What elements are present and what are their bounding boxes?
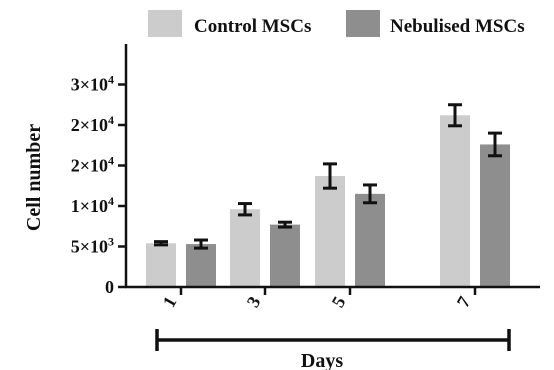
legend-swatch-2 <box>346 10 380 37</box>
y-axis-label: Cell number <box>23 124 45 231</box>
y-tick-label-1: 5×103 <box>71 235 114 257</box>
y-tick-label-2: 1×104 <box>71 194 114 216</box>
x-tick-label-5: 5 <box>328 293 350 311</box>
bar-nebulised-day-7 <box>480 144 510 287</box>
x-axis-label: Days <box>301 350 343 370</box>
bar-nebulised-day-1 <box>186 244 216 287</box>
bar-nebulised-day-5 <box>355 193 385 287</box>
x-tick-label-3: 3 <box>243 293 265 311</box>
bar-control-day-7 <box>440 115 470 287</box>
y-tick-label-3: 2×104 <box>71 154 114 176</box>
legend-label-2: Nebulised MSCs <box>390 16 525 37</box>
bar-control-day-3 <box>230 209 260 287</box>
bar-control-day-5 <box>315 176 345 287</box>
legend-label-1: Control MSCs <box>194 16 311 37</box>
y-tick-label-0: 0 <box>105 277 114 297</box>
x-tick-label-1: 1 <box>159 293 181 311</box>
y-tick-label-4: 2×104 <box>71 113 114 135</box>
y-tick-label-5: 3×104 <box>71 73 114 95</box>
x-tick-label-7: 7 <box>453 293 475 311</box>
legend-swatch-1 <box>148 10 182 37</box>
bar-nebulised-day-3 <box>270 224 300 287</box>
bar-control-day-1 <box>146 243 176 287</box>
